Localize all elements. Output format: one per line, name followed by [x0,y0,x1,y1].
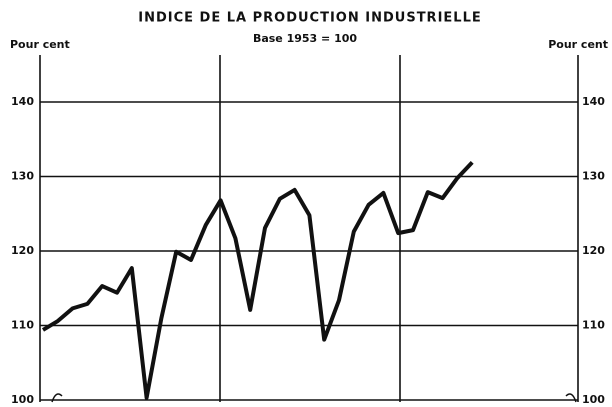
y-tick-label: 110 [11,319,34,332]
y-tick-label: 120 [11,244,34,257]
chart-subtitle: Base 1953 = 100 [253,32,357,45]
y2-tick-label: 140 [582,95,605,108]
y2-tick-label: 100 [582,393,605,406]
chart-title: INDICE DE LA PRODUCTION INDUSTRIELLE [138,11,481,26]
y-tick-label: 100 [11,393,34,406]
y2-tick-label: 110 [582,319,605,332]
data-line [41,160,474,400]
y-tick-label: 130 [11,170,34,183]
y2-tick-label: 120 [582,244,605,257]
y2-axis-label: Pour cent [548,38,608,51]
y-axis-label: Pour cent [10,38,70,51]
y-tick-label: 140 [11,95,34,108]
y2-tick-label: 130 [582,170,605,183]
